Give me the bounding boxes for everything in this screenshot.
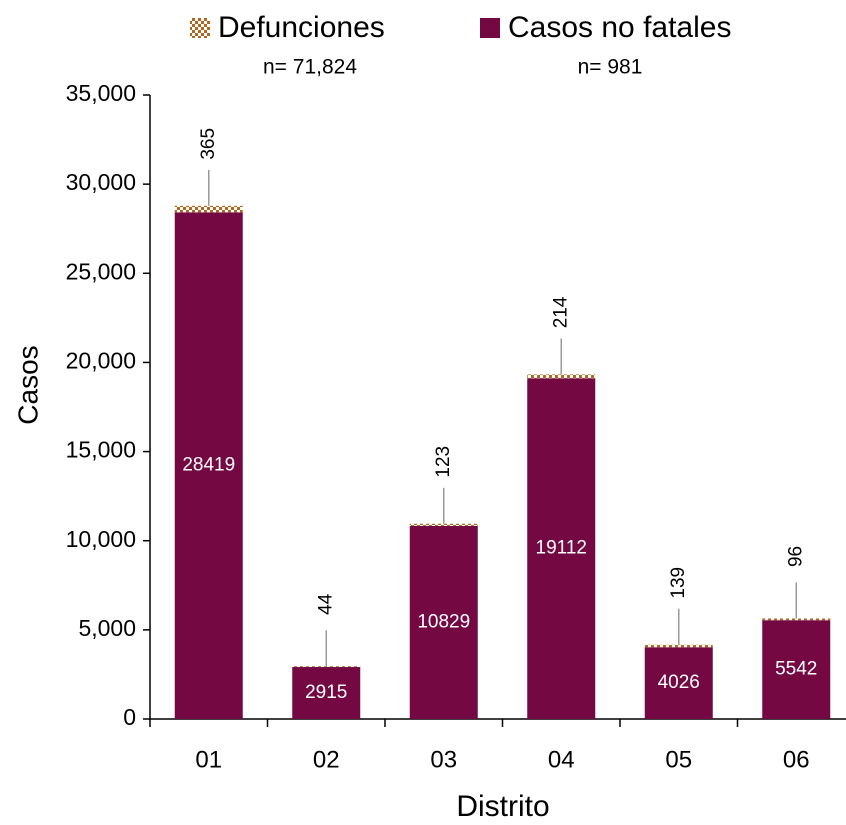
legend-swatch bbox=[480, 18, 500, 38]
bar-segment bbox=[409, 525, 478, 719]
bar-segment bbox=[174, 212, 243, 719]
y-tick-label: 10,000 bbox=[66, 526, 136, 552]
value-label: 365 bbox=[198, 128, 219, 160]
x-tick-label: 05 bbox=[665, 746, 692, 773]
y-tick-label: 25,000 bbox=[66, 258, 136, 284]
value-label: 2915 bbox=[305, 682, 347, 703]
bar-segment bbox=[644, 647, 713, 719]
y-tick-label: 35,000 bbox=[66, 80, 136, 106]
y-tick-label: 20,000 bbox=[66, 348, 136, 374]
bar-segment bbox=[174, 205, 243, 213]
y-tick-label: 15,000 bbox=[66, 437, 136, 463]
legend-label: Casos no fatales bbox=[508, 11, 731, 44]
legend-label: Defunciones bbox=[218, 11, 385, 44]
value-label: 28419 bbox=[182, 455, 235, 476]
x-tick-label: 03 bbox=[430, 746, 457, 773]
bar-segment bbox=[292, 667, 361, 719]
x-tick-label: 02 bbox=[313, 746, 340, 773]
x-axis-title: Distrito bbox=[456, 790, 549, 823]
value-label: 123 bbox=[433, 446, 454, 478]
bar-segment bbox=[409, 523, 478, 526]
y-tick-label: 5,000 bbox=[78, 615, 136, 641]
bar-segment bbox=[762, 618, 831, 621]
x-tick-label: 01 bbox=[195, 746, 222, 773]
value-label: 4026 bbox=[658, 672, 700, 693]
value-label: 96 bbox=[785, 546, 806, 567]
y-tick-label: 30,000 bbox=[66, 169, 136, 195]
value-label: 19112 bbox=[536, 538, 587, 559]
legend-swatch bbox=[190, 18, 210, 38]
bar-segment bbox=[644, 644, 713, 648]
bar-segment bbox=[527, 374, 596, 379]
x-tick-label: 04 bbox=[548, 746, 575, 773]
value-label: 5542 bbox=[775, 659, 817, 680]
value-label: 10829 bbox=[417, 611, 470, 632]
x-tick-label: 06 bbox=[783, 746, 810, 773]
bar-segment bbox=[292, 666, 361, 668]
y-tick-label: 0 bbox=[123, 704, 136, 730]
bar-segment bbox=[527, 378, 596, 719]
value-label: 214 bbox=[550, 296, 571, 328]
y-axis-title: Casos bbox=[12, 345, 43, 424]
bar-segment bbox=[762, 620, 831, 719]
legend-note: n= 71,824 bbox=[263, 56, 357, 79]
legend-note: n= 981 bbox=[578, 56, 643, 79]
value-label: 44 bbox=[315, 593, 336, 615]
value-label: 139 bbox=[668, 567, 689, 599]
